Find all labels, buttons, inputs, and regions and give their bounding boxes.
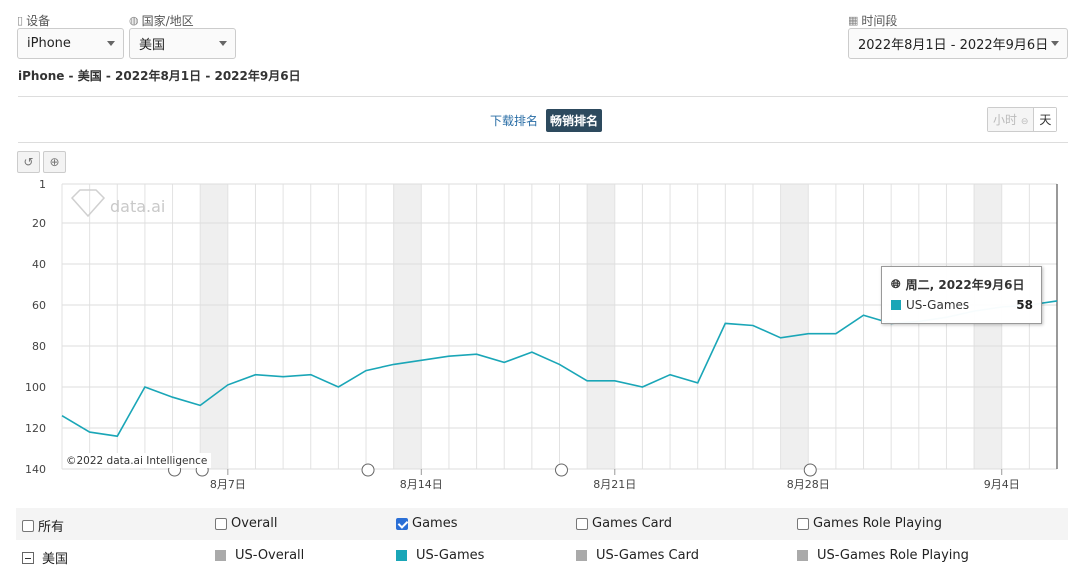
- legend-us-overall[interactable]: US-Overall: [215, 548, 304, 563]
- checkbox-checked[interactable]: [396, 517, 408, 530]
- event-marker-icon: [361, 463, 375, 477]
- tooltip-value: 58: [1016, 298, 1033, 312]
- chevron-down-icon: [1051, 41, 1059, 46]
- checkbox[interactable]: [215, 517, 227, 530]
- country-select-value: 美国: [139, 38, 166, 53]
- checkbox[interactable]: [22, 519, 34, 532]
- x-tick-label: 8月28日: [787, 478, 830, 491]
- device-label: ▯ 设备: [17, 14, 51, 28]
- country-label: ◍ 国家/地区: [129, 14, 194, 28]
- tab-download-rank[interactable]: 下载排名: [490, 114, 539, 128]
- y-tick-label: 100: [25, 381, 46, 394]
- lock-icon: ⊖: [1020, 117, 1029, 127]
- legend-swatch: [576, 550, 587, 561]
- diamond-logo-icon: [70, 189, 106, 218]
- event-marker-icon: [555, 463, 568, 477]
- series-legend-row: 美国 US-Overall US-Games US-Games Card US-…: [16, 540, 1068, 572]
- tooltip-swatch: [891, 300, 901, 310]
- y-tick-label: 40: [32, 258, 46, 271]
- chevron-down-icon: [107, 41, 115, 46]
- device-icon: ▯: [17, 14, 24, 27]
- period-label: ▦ 时间段: [848, 14, 898, 28]
- device-select-value: iPhone: [27, 36, 71, 51]
- legend-overall[interactable]: Overall: [215, 516, 277, 531]
- weekend-band: [974, 184, 1002, 469]
- y-tick-label: 140: [25, 463, 46, 476]
- chart-tooltip: 🌐︎ 周二, 2022年9月6日 US-Games 58: [881, 266, 1042, 324]
- x-tick-label: 8月7日: [210, 478, 246, 491]
- legend-us-games[interactable]: US-Games: [396, 548, 484, 563]
- x-tick-label: 8月14日: [400, 478, 443, 491]
- unit-day-button[interactable]: 天: [1033, 108, 1057, 131]
- y-tick-label: 80: [32, 340, 46, 353]
- checkbox[interactable]: [797, 517, 809, 530]
- copyright-text: ©2022 data.ai Intelligence: [66, 455, 207, 467]
- weekend-band: [200, 184, 228, 469]
- time-unit-toggle: 小时 ⊖ 天: [987, 107, 1058, 132]
- legend-us-games-card[interactable]: US-Games Card: [576, 548, 699, 563]
- legend-games[interactable]: Games: [396, 516, 457, 531]
- rank-tabs: 下载排名 畅销排名: [486, 109, 603, 132]
- globe-icon: ◍: [129, 14, 139, 27]
- legend-all[interactable]: 所有: [22, 516, 64, 535]
- period-select[interactable]: 2022年8月1日 - 2022年9月6日: [848, 28, 1068, 59]
- divider: [18, 96, 1068, 97]
- zoom-in-icon: ⊕: [49, 155, 60, 169]
- copyright-bg: [63, 453, 211, 468]
- weekend-band: [393, 184, 422, 469]
- tooltip-date: 周二, 2022年9月6日: [905, 278, 1025, 292]
- legend-swatch: [797, 550, 808, 561]
- calendar-icon: ▦: [848, 14, 859, 27]
- legend-swatch: [396, 550, 407, 561]
- divider: [18, 142, 1068, 143]
- unit-hour-button[interactable]: 小时 ⊖: [988, 108, 1034, 131]
- reset-zoom-button[interactable]: ↺: [17, 151, 40, 173]
- legend-swatch: [215, 550, 226, 561]
- device-select[interactable]: iPhone: [17, 28, 124, 59]
- watermark-text: data.ai: [110, 197, 165, 216]
- zoom-button[interactable]: ⊕: [43, 151, 66, 173]
- tab-grossing-rank[interactable]: 畅销排名: [546, 109, 603, 132]
- period-select-value: 2022年8月1日 - 2022年9月6日: [858, 38, 1049, 53]
- weekend-band: [587, 184, 615, 469]
- legend-games-card[interactable]: Games Card: [576, 516, 672, 531]
- checkbox[interactable]: [576, 517, 588, 530]
- event-marker-icon: [803, 463, 817, 477]
- globe-icon: 🌐︎: [891, 277, 901, 291]
- y-tick-label: 120: [25, 422, 46, 435]
- weekend-band: [780, 184, 809, 469]
- chevron-down-icon: [219, 41, 227, 46]
- x-tick-label: 8月21日: [593, 478, 636, 491]
- tooltip-series: US-Games: [906, 298, 970, 312]
- y-tick-label: 60: [32, 299, 46, 312]
- y-tick-label: 20: [32, 217, 46, 230]
- page-subtitle: iPhone - 美国 - 2022年8月1日 - 2022年9月6日: [18, 69, 301, 83]
- collapse-icon[interactable]: [22, 551, 34, 564]
- legend-us-games-role-playing[interactable]: US-Games Role Playing: [797, 548, 969, 563]
- undo-icon: ↺: [23, 155, 34, 169]
- x-tick-label: 9月4日: [984, 478, 1020, 491]
- legend-games-role-playing[interactable]: Games Role Playing: [797, 516, 942, 531]
- category-legend-row: 所有 Overall Games Games Card Games Role P…: [16, 508, 1068, 540]
- country-select[interactable]: 美国: [129, 28, 236, 59]
- legend-country-collapse[interactable]: 美国: [22, 548, 68, 567]
- y-tick-label: 1: [39, 178, 46, 191]
